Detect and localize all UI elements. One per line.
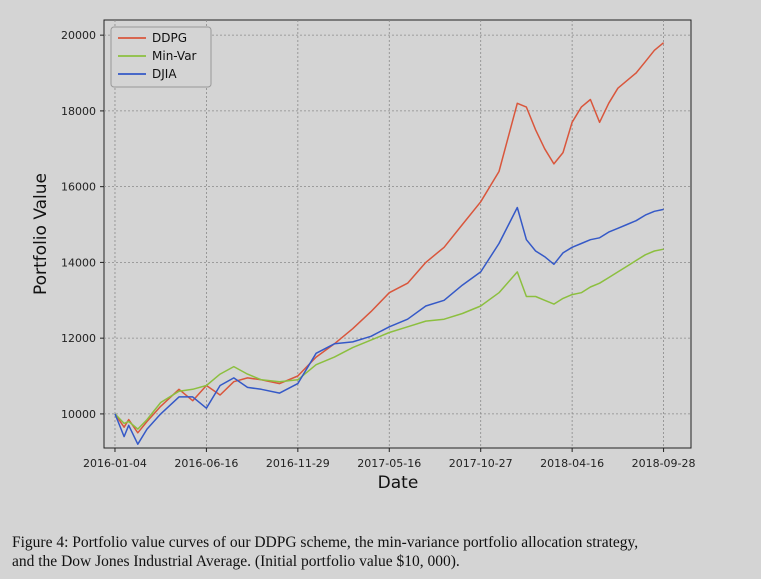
x-tick-label: 2018-04-16	[540, 457, 604, 470]
x-axis-title: Date	[378, 473, 419, 493]
x-tick-label: 2018-09-28	[632, 457, 696, 470]
portfolio-value-chart: 2016-01-04 2016-06-16 2016-11-29 2017-05-16…	[31, 19, 696, 493]
x-axis-ticks: 2016-01-04 2016-06-16 2016-11-29 2017-05-16…	[83, 448, 696, 470]
legend-label: DDPG	[152, 31, 187, 45]
figure-caption: Figure 4: Portfolio value curves of our …	[12, 533, 757, 571]
y-axis-title: Portfolio Value	[31, 173, 51, 295]
x-tick-label: 2017-05-16	[357, 457, 421, 470]
x-tick-label: 2016-11-29	[266, 457, 330, 470]
series-lines	[114, 42, 665, 445]
x-tick-label: 2017-10-27	[449, 457, 513, 470]
series-line-ddpg	[114, 42, 665, 434]
series-line-djia	[114, 206, 664, 445]
x-tick-label: 2016-06-16	[174, 457, 238, 470]
legend-label: DJIA	[152, 67, 177, 81]
y-axis-ticks: 10000 12000 14000 16000 18000 20000	[61, 29, 104, 421]
y-tick-label: 20000	[61, 29, 96, 42]
y-tick-label: 10000	[61, 408, 96, 421]
legend: DDPG Min-Var DJIA	[110, 26, 212, 88]
x-tick-label: 2016-01-04	[83, 457, 147, 470]
y-tick-label: 14000	[61, 256, 96, 269]
y-tick-label: 16000	[61, 181, 96, 194]
series-line-min-var	[114, 248, 664, 430]
caption-line-2: and the Dow Jones Industrial Average. (I…	[12, 553, 460, 570]
y-tick-label: 18000	[61, 105, 96, 118]
legend-box	[110, 26, 212, 88]
y-tick-label: 12000	[61, 332, 96, 345]
plot-area	[103, 19, 692, 449]
caption-line-1: Figure 4: Portfolio value curves of our …	[12, 534, 639, 551]
legend-label: Min-Var	[152, 49, 197, 63]
